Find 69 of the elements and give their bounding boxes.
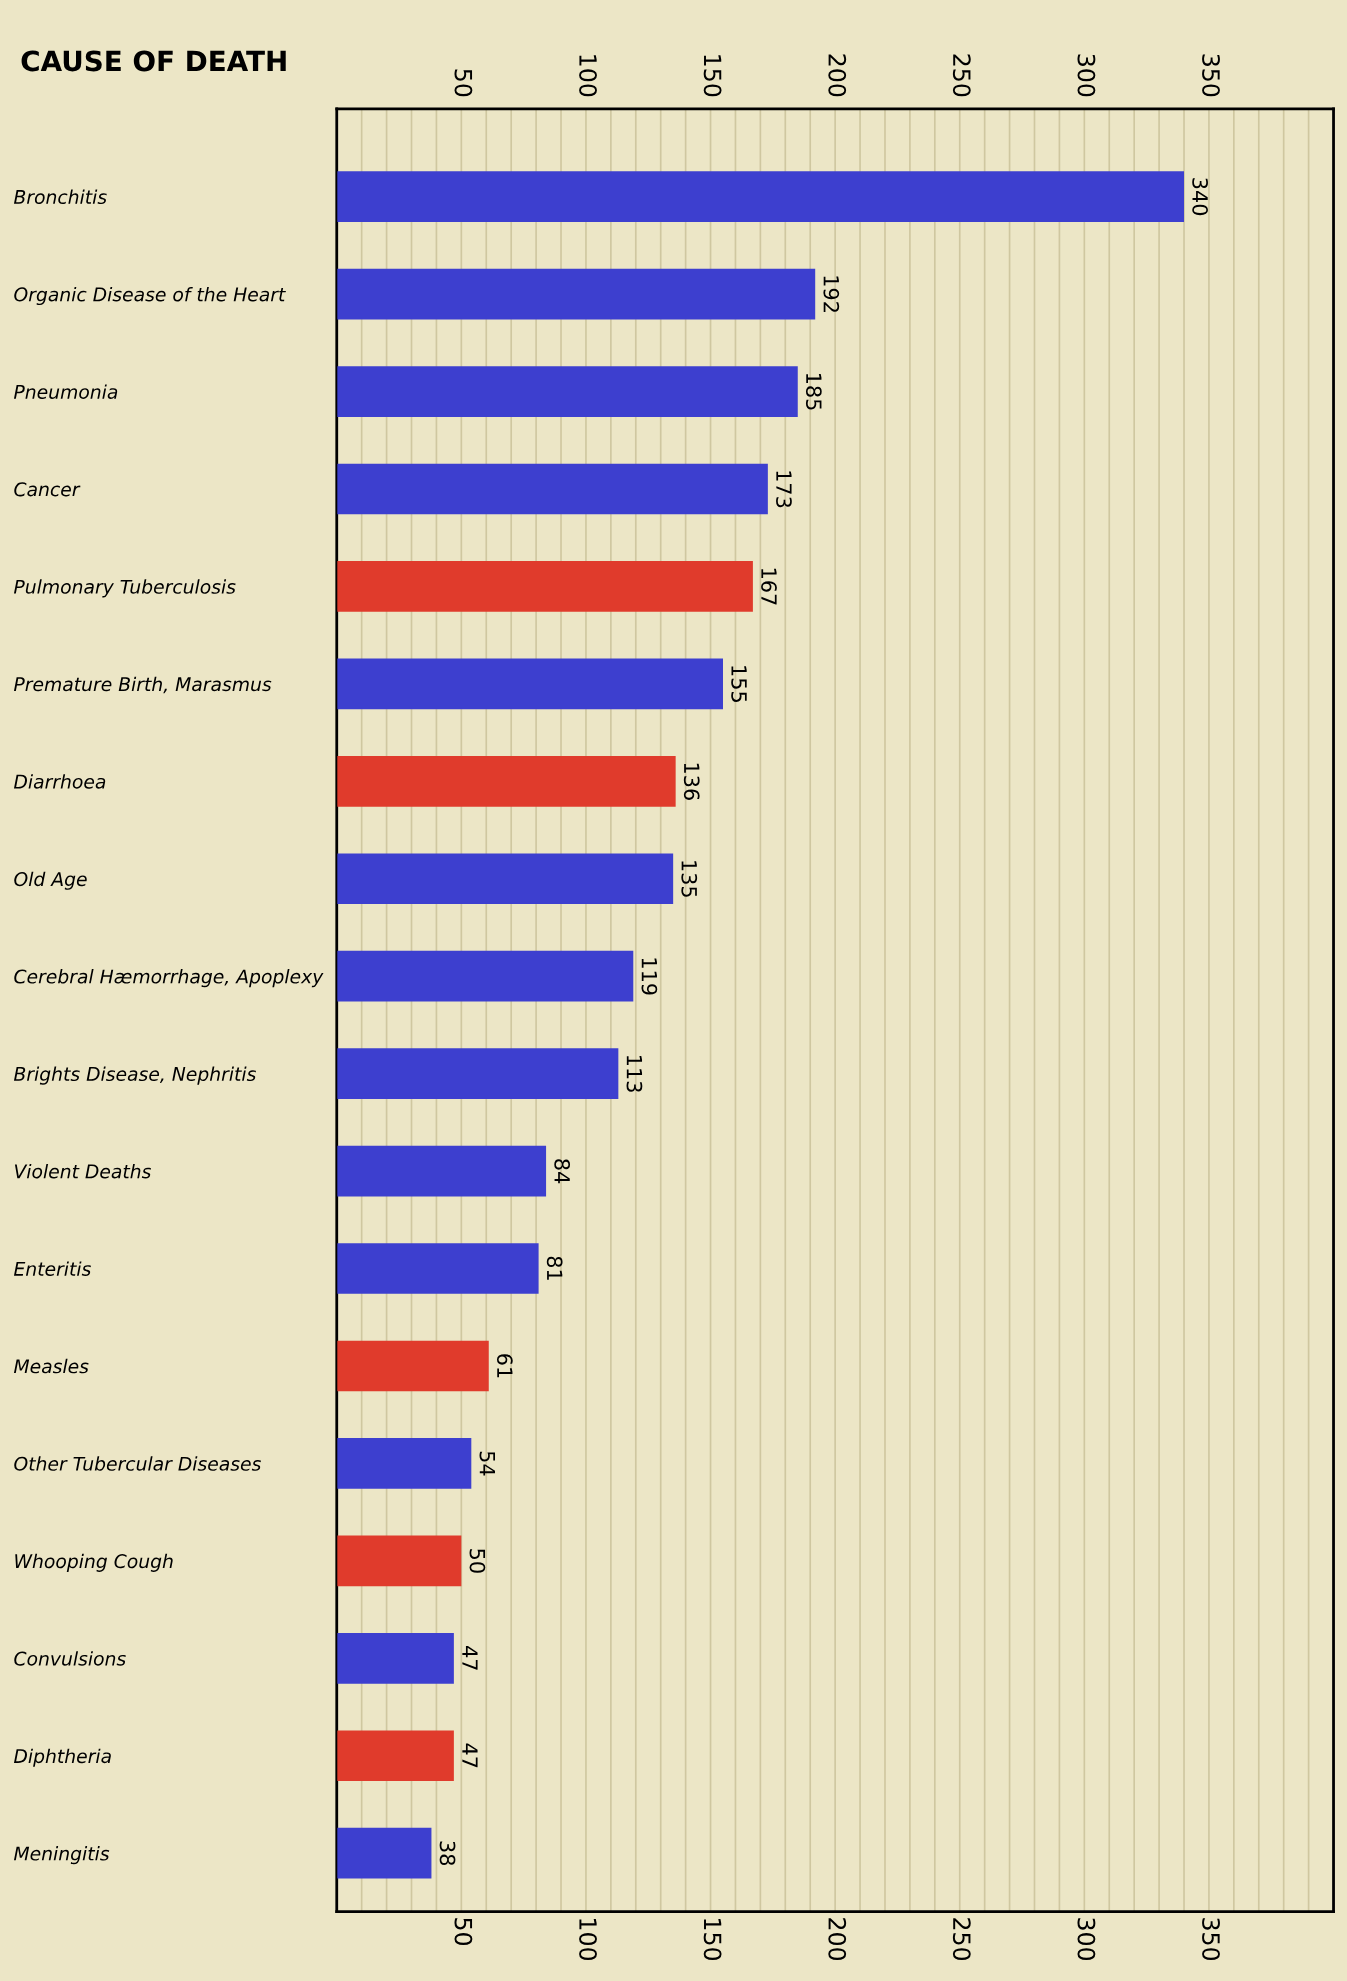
y-tick-label: Other Tubercular Diseases (14, 1456, 261, 1471)
y-axis-title: CAUSE OF DEATH (21, 50, 286, 72)
y-tick-label: Premature Birth, Marasmus (13, 676, 272, 694)
y-tick-label: Cancer (14, 482, 81, 497)
data-label: 61 (496, 1354, 513, 1378)
data-label: 50 (469, 1549, 486, 1573)
data-label: 173 (776, 471, 792, 508)
bar (336, 1048, 619, 1099)
data-label: 81 (546, 1256, 563, 1280)
bar (336, 561, 753, 612)
bar (336, 1243, 539, 1294)
y-tick-label: Violent Deaths (14, 1163, 151, 1179)
data-label: 136 (683, 763, 700, 800)
x-tick-label: 250 (952, 1918, 971, 1961)
bar (336, 1827, 432, 1879)
x2-tick-label: 100 (579, 55, 597, 97)
bar (336, 1145, 547, 1197)
data-label: 119 (641, 958, 658, 995)
y-tick-label: Old Age (14, 871, 87, 890)
bar (336, 1632, 454, 1684)
data-label: 54 (479, 1451, 495, 1476)
bar (336, 1438, 472, 1489)
y-tick-label: Enteritis (13, 1261, 91, 1276)
x2-tick-label: 350 (1202, 54, 1220, 97)
data-label: 38 (439, 1841, 456, 1866)
bar (336, 950, 634, 1002)
x-tick-label: 150 (703, 1919, 722, 1961)
bar (336, 1730, 454, 1782)
y-tick-label: Bronchitis (13, 189, 107, 205)
y-tick-label: Diarrhoea (13, 774, 106, 789)
bar (336, 171, 1185, 222)
x-tick-label: 300 (1077, 1918, 1096, 1961)
y-tick-label: Pneumonia (13, 384, 118, 399)
data-label: 84 (554, 1159, 571, 1184)
data-label: 167 (761, 568, 777, 605)
x-tick-label: 200 (828, 1918, 847, 1961)
bar (336, 463, 768, 515)
y-tick-label: Convulsions (14, 1651, 126, 1666)
y-tick-label: Pulmonary Tuberculosis (13, 579, 236, 598)
x2-tick-label: 300 (1077, 54, 1096, 97)
bar (336, 1535, 462, 1587)
data-label: 155 (731, 666, 747, 702)
bar (336, 268, 816, 320)
data-label: 192 (823, 276, 840, 312)
data-label: 47 (462, 1743, 478, 1768)
y-tick-label: Organic Disease of the Heart (14, 286, 286, 306)
data-label: 340 (1192, 178, 1208, 216)
x2-tick-label: 250 (952, 54, 971, 97)
x2-tick-label: 200 (828, 54, 847, 97)
bar (336, 658, 723, 710)
y-tick-label: Diphtheria (13, 1748, 111, 1767)
x-tick-label: 100 (579, 1919, 597, 1961)
y-tick-label: Brights Disease, Nephritis (13, 1066, 256, 1085)
y-tick-label: Cerebral Hæmorrhage, Apoplexy (14, 969, 324, 988)
data-label: 135 (681, 861, 698, 897)
data-label: 47 (462, 1646, 478, 1670)
y-tick-label: Whooping Cough (15, 1553, 173, 1572)
bar (336, 853, 674, 905)
x-tick-label: 50 (454, 1918, 473, 1945)
data-label: 113 (626, 1056, 643, 1092)
x-tick-label: 350 (1202, 1918, 1220, 1961)
x2-tick-label: 150 (703, 55, 722, 97)
data-label: 185 (805, 373, 822, 410)
x2-tick-label: 50 (454, 69, 473, 97)
bar (336, 366, 798, 417)
bar (336, 755, 676, 807)
y-tick-label: Meningitis (13, 1846, 110, 1865)
y-tick-label: Measles (13, 1358, 89, 1374)
bar (336, 1340, 489, 1392)
